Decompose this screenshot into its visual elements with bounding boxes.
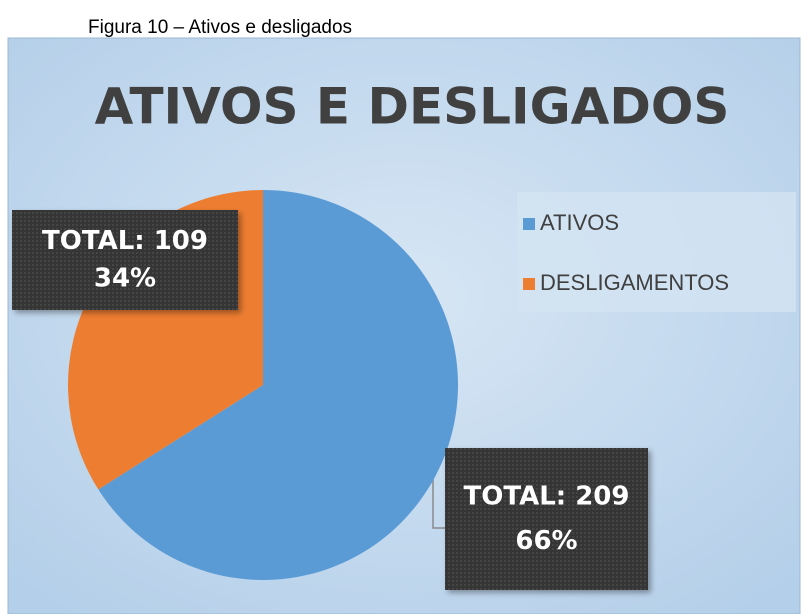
data-label-percent: 66% — [515, 526, 577, 556]
data-label-prefix: TOTAL: — [464, 481, 567, 511]
legend-box — [517, 192, 796, 312]
data-label-total: TOTAL: 209 — [464, 481, 630, 511]
data-label-count: 109 — [154, 226, 208, 256]
legend-label: DESLIGAMENTOS — [540, 270, 729, 295]
leader-line — [432, 465, 446, 529]
data-label-count: 209 — [575, 481, 629, 511]
caption: Figura 10 – Ativos e desligados — [88, 17, 352, 38]
pie-slice — [98, 190, 459, 580]
data-label-prefix: TOTAL: — [42, 226, 145, 256]
legend-swatch — [523, 278, 535, 290]
legend-label: ATIVOS — [540, 210, 619, 235]
data-label-total: TOTAL: 109 — [42, 226, 208, 256]
data-labels: TOTAL: 209 66% TOTAL: 109 34% — [12, 210, 648, 590]
data-label-box — [12, 210, 238, 310]
legend-swatch — [523, 218, 535, 230]
data-label-percent: 34% — [94, 264, 156, 294]
chart-title: ATIVOS E DESLIGADOS — [95, 78, 730, 136]
data-label-box — [445, 448, 648, 590]
